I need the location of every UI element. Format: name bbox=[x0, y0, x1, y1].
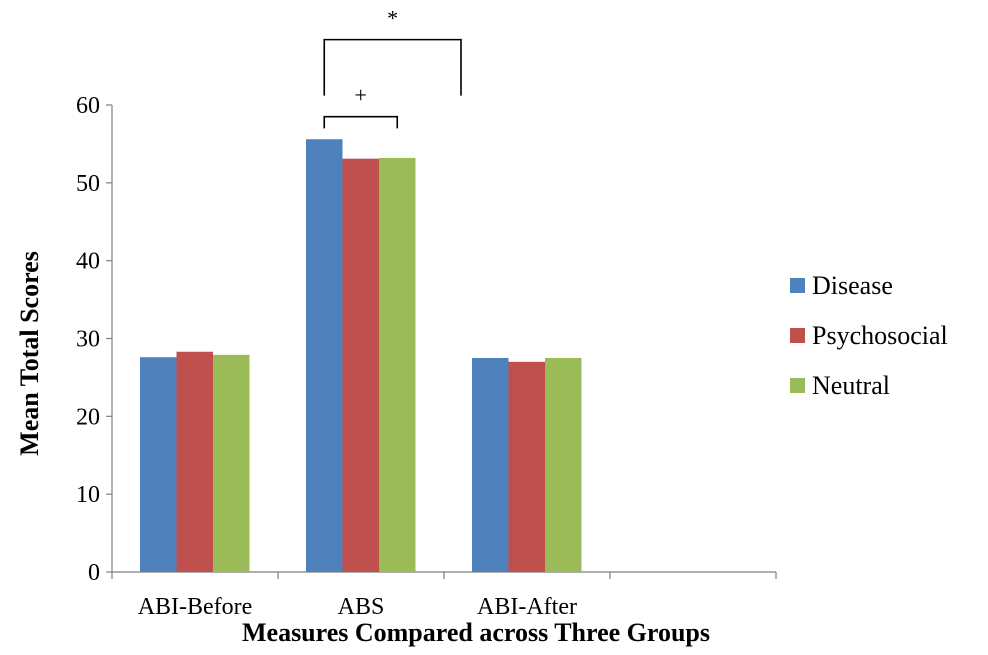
x-axis-title: Measures Compared across Three Groups bbox=[242, 618, 710, 647]
y-axis-title: Mean Total Scores bbox=[15, 251, 44, 456]
y-tick-label: 40 bbox=[76, 249, 100, 275]
y-tick-label: 50 bbox=[76, 171, 100, 197]
y-tick-label: 60 bbox=[76, 93, 100, 119]
legend-label-psychosocial: Psychosocial bbox=[812, 321, 948, 350]
bar-disease-abi-before bbox=[140, 357, 177, 572]
y-tick-label: 10 bbox=[76, 482, 100, 508]
legend-label-neutral: Neutral bbox=[812, 371, 890, 400]
bar-disease-abs bbox=[306, 139, 343, 572]
x-tick-label: ABS bbox=[338, 594, 385, 620]
bar-neutral-abi-after bbox=[545, 357, 582, 572]
legend: Disease Psychosocial Neutral bbox=[790, 271, 948, 400]
y-tick-label: 30 bbox=[76, 327, 100, 353]
bar-psychosocial-abi-after bbox=[508, 361, 545, 572]
significance-label: + bbox=[355, 83, 367, 108]
annotations-layer: +* bbox=[323, 6, 462, 129]
bar-psychosocial-abs bbox=[342, 158, 379, 572]
bar-psychosocial-abi-before bbox=[176, 351, 213, 572]
bars-layer bbox=[140, 139, 582, 572]
x-tick-label: ABI-Before bbox=[138, 594, 253, 620]
bar-neutral-abi-before bbox=[213, 354, 250, 572]
significance-label: * bbox=[387, 6, 398, 31]
legend-swatch-psychosocial bbox=[790, 328, 805, 343]
legend-swatch-disease bbox=[790, 278, 805, 293]
bar-disease-abi-after bbox=[472, 357, 509, 572]
y-tick-label: 0 bbox=[88, 560, 100, 586]
labels-layer: 0 10 20 30 40 50 60 ABI-Before ABS ABI-AfterMeasu… bbox=[15, 93, 710, 647]
significance-bracket bbox=[323, 115, 399, 129]
x-tick-label: ABI-After bbox=[477, 594, 577, 620]
legend-label-disease: Disease bbox=[812, 271, 893, 300]
y-tick-label: 20 bbox=[76, 404, 100, 430]
legend-swatch-neutral bbox=[790, 378, 805, 393]
bar-neutral-abs bbox=[379, 157, 416, 572]
significance-bracket bbox=[323, 38, 462, 96]
